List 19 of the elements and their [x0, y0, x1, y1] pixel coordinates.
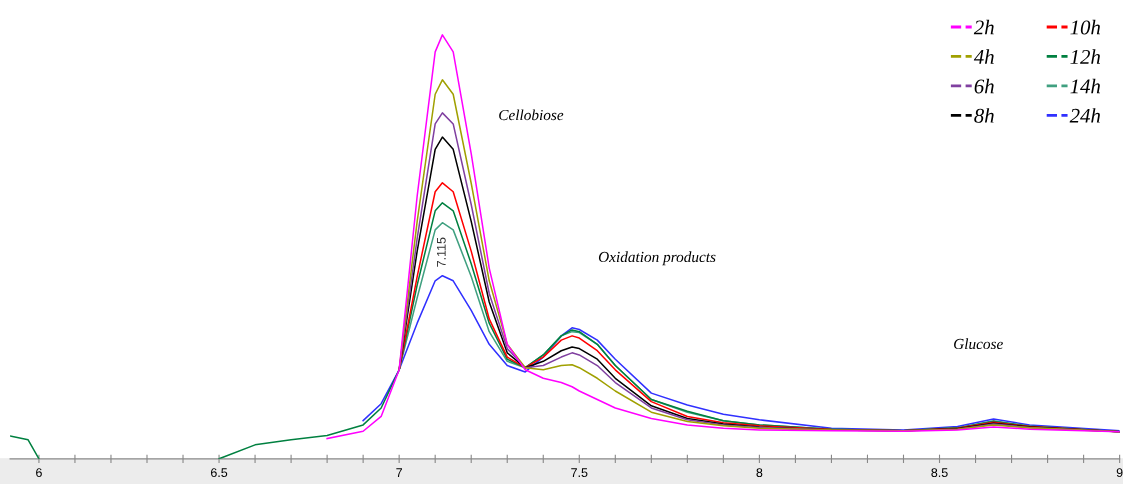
annotation: 7.115: [437, 237, 446, 267]
x-tick-label: 8.5: [931, 468, 948, 478]
annotation: Glucose: [954, 338, 1003, 350]
legend-label: 2h: [973, 19, 994, 35]
annotation: Cellobiose: [499, 109, 564, 121]
legend-label: 14h: [1070, 78, 1101, 94]
x-tick-label: 7.5: [571, 468, 588, 478]
legend-label: 12h: [1070, 49, 1101, 64]
legend-label: 8h: [974, 108, 994, 123]
legend-label: 4h: [973, 49, 994, 64]
x-tick-label: 9: [1116, 468, 1123, 478]
x-tick-label: 7: [396, 468, 403, 477]
x-tick-label: 6: [36, 468, 42, 478]
x-tick-label: 6.5: [210, 468, 228, 478]
legend-label: 10h: [1070, 19, 1101, 35]
x-tick-label: 8: [756, 468, 763, 478]
annotation: Oxidation products: [598, 251, 716, 266]
legend-label: 6h: [974, 78, 994, 94]
legend-label: 24h: [1069, 108, 1101, 123]
